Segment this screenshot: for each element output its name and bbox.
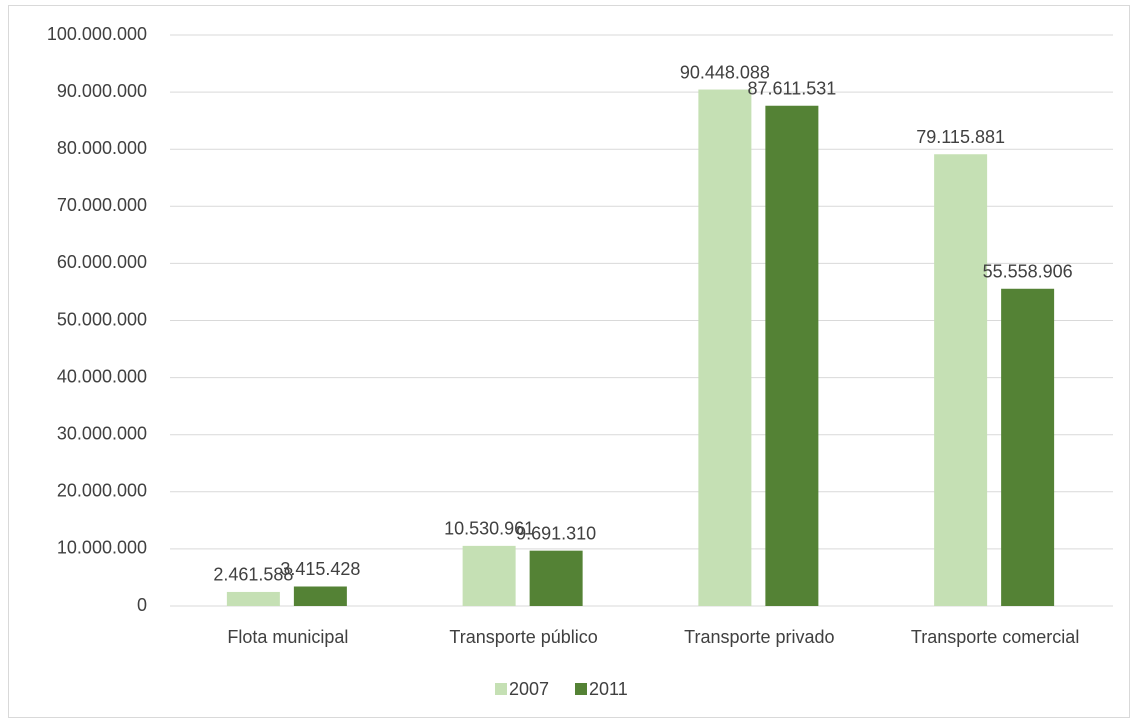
bar (1001, 288, 1055, 606)
value-label: 3.415.428 (280, 559, 360, 579)
bar (698, 89, 752, 606)
y-tick-label: 20.000.000 (57, 481, 147, 501)
value-label: 2.461.588 (213, 565, 293, 585)
y-tick-label: 60.000.000 (57, 252, 147, 272)
y-tick-label: 70.000.000 (57, 195, 147, 215)
value-label: 10.530.961 (444, 519, 534, 539)
y-tick-label: 80.000.000 (57, 138, 147, 158)
value-label: 79.115.881 (916, 127, 1005, 147)
y-tick-label: 100.000.000 (47, 24, 147, 44)
y-tick-label: 30.000.000 (57, 423, 147, 443)
value-label: 87.611.531 (747, 78, 836, 98)
x-tick-label: Transporte público (449, 627, 597, 647)
y-tick-label: 40.000.000 (57, 366, 147, 386)
bar (293, 586, 347, 606)
y-tick-label: 0 (137, 595, 147, 615)
legend-label: 2007 (509, 679, 549, 699)
legend-label: 2011 (589, 679, 628, 699)
y-tick-label: 90.000.000 (57, 81, 147, 101)
bar (765, 105, 819, 606)
x-tick-label: Transporte comercial (911, 627, 1079, 647)
bar (934, 154, 988, 606)
y-tick-label: 50.000.000 (57, 309, 147, 329)
bar (462, 545, 516, 606)
legend-swatch (575, 683, 587, 695)
bar (226, 591, 280, 606)
legend-swatch (495, 683, 507, 695)
value-label: 9.691.310 (516, 523, 596, 543)
value-label: 90.448.088 (680, 62, 770, 82)
bar (529, 550, 583, 606)
x-tick-label: Transporte privado (684, 627, 834, 647)
value-label: 55.558.906 (983, 262, 1073, 282)
y-tick-label: 10.000.000 (57, 538, 147, 558)
x-tick-label: Flota municipal (227, 627, 348, 647)
